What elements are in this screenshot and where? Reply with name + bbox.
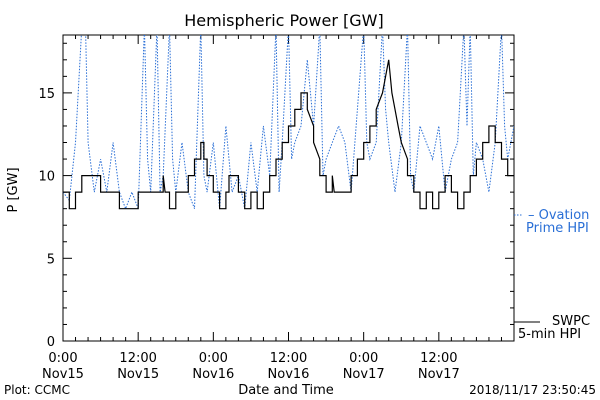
legend-ovation-label-line1: – Ovation bbox=[528, 208, 589, 223]
y-tick-label: 0 bbox=[47, 335, 55, 350]
chart-title: Hemispheric Power [GW] bbox=[184, 11, 383, 30]
x-tick-time-label: 12:00 bbox=[270, 351, 307, 366]
series-line-ovation-prime-hpi bbox=[63, 35, 514, 211]
x-tick-time-label: 0:00 bbox=[349, 351, 378, 366]
series-line-swpc-5-min-hpi bbox=[63, 59, 514, 210]
x-tick-time-label: 0:00 bbox=[199, 351, 228, 366]
y-axis-label: P [GW] bbox=[6, 167, 21, 212]
x-tick-time-label: 12:00 bbox=[420, 351, 457, 366]
legend-swpc-label-line1: SWPC bbox=[552, 314, 590, 329]
y-axis: 0 5 10 15 bbox=[38, 42, 514, 350]
y-tick-label: 15 bbox=[38, 87, 55, 102]
x-tick-date-label: Nov16 bbox=[192, 367, 234, 382]
x-axis: 0:00Nov1512:00Nov150:00Nov1612:00Nov160:… bbox=[42, 35, 515, 382]
plot-timestamp: 2018/11/17 23:50:45 bbox=[469, 383, 596, 397]
x-tick-date-label: Nov15 bbox=[117, 367, 159, 382]
y-tick-label: 10 bbox=[38, 170, 55, 185]
series-layer bbox=[63, 35, 514, 211]
x-tick-date-label: Nov16 bbox=[268, 367, 310, 382]
plot-credit: Plot: CCMC bbox=[4, 383, 70, 397]
x-tick-date-label: Nov17 bbox=[418, 367, 460, 382]
y-tick-label: 5 bbox=[47, 252, 55, 267]
x-tick-date-label: Nov17 bbox=[343, 367, 385, 382]
legend-ovation-label-line2: Prime HPI bbox=[526, 221, 589, 236]
x-tick-date-label: Nov15 bbox=[42, 367, 84, 382]
x-tick-time-label: 12:00 bbox=[119, 351, 156, 366]
x-axis-label: Date and Time bbox=[238, 383, 334, 398]
x-tick-time-label: 0:00 bbox=[48, 351, 77, 366]
legend-swpc-label-line2: 5-min HPI bbox=[518, 327, 581, 342]
